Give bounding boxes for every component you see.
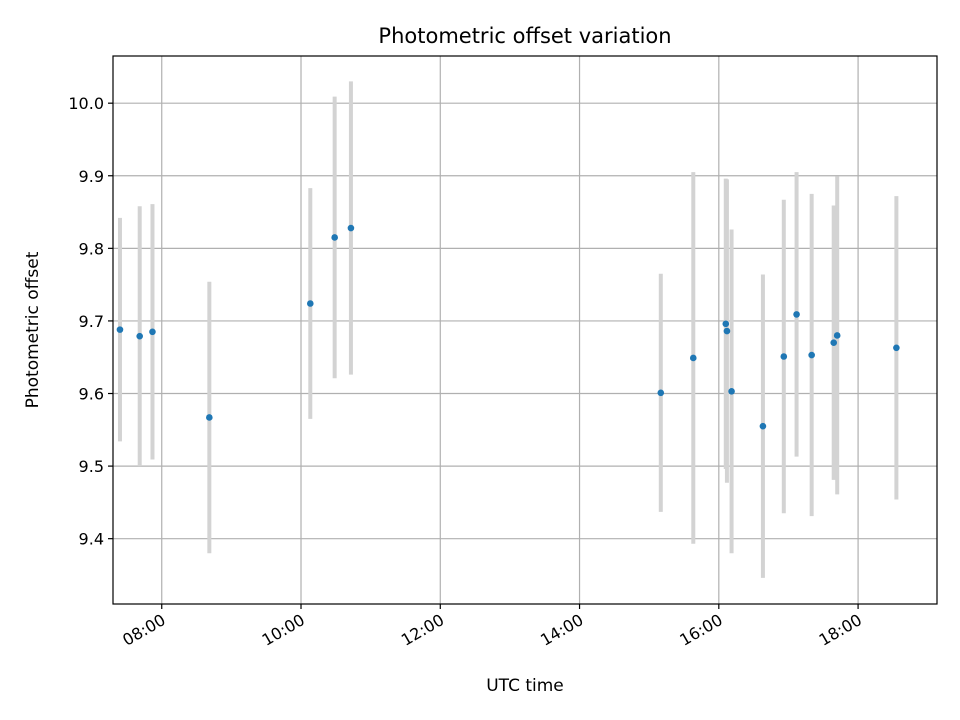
data-point — [723, 327, 731, 335]
data-point — [136, 332, 143, 340]
data-point — [689, 354, 697, 362]
y-tick-label: 9.7 — [79, 312, 104, 331]
y-tick-label: 9.5 — [79, 457, 104, 476]
data-point — [722, 320, 730, 328]
grid — [113, 56, 937, 604]
data-point — [830, 339, 838, 347]
data-point — [149, 328, 156, 336]
data-point — [657, 389, 665, 397]
plot-frame — [112, 55, 938, 605]
y-axis-ticks: 9.4 9.5 9.6 9.7 9.8 9.9 10.0 — [68, 94, 113, 549]
data-point — [347, 224, 355, 232]
data-point — [331, 234, 338, 241]
data-points — [116, 224, 900, 430]
y-tick-label: 9.8 — [79, 239, 104, 258]
data-point — [793, 311, 800, 318]
data-point — [728, 388, 735, 395]
data-point — [808, 351, 815, 359]
data-point — [893, 344, 900, 352]
chart-title: Photometric offset variation — [378, 24, 671, 48]
data-point — [759, 422, 767, 430]
y-tick-label: 9.4 — [79, 530, 104, 549]
data-point — [206, 414, 213, 421]
x-axis-title: UTC time — [486, 676, 564, 696]
y-tick-label: 9.6 — [79, 385, 104, 404]
y-tick-label: 10.0 — [68, 94, 104, 113]
data-point — [116, 326, 124, 333]
data-point — [780, 353, 788, 360]
y-axis-title: Photometric offset — [23, 251, 43, 408]
data-point — [833, 332, 841, 339]
y-tick-label: 9.9 — [79, 167, 104, 186]
data-point — [306, 300, 314, 307]
